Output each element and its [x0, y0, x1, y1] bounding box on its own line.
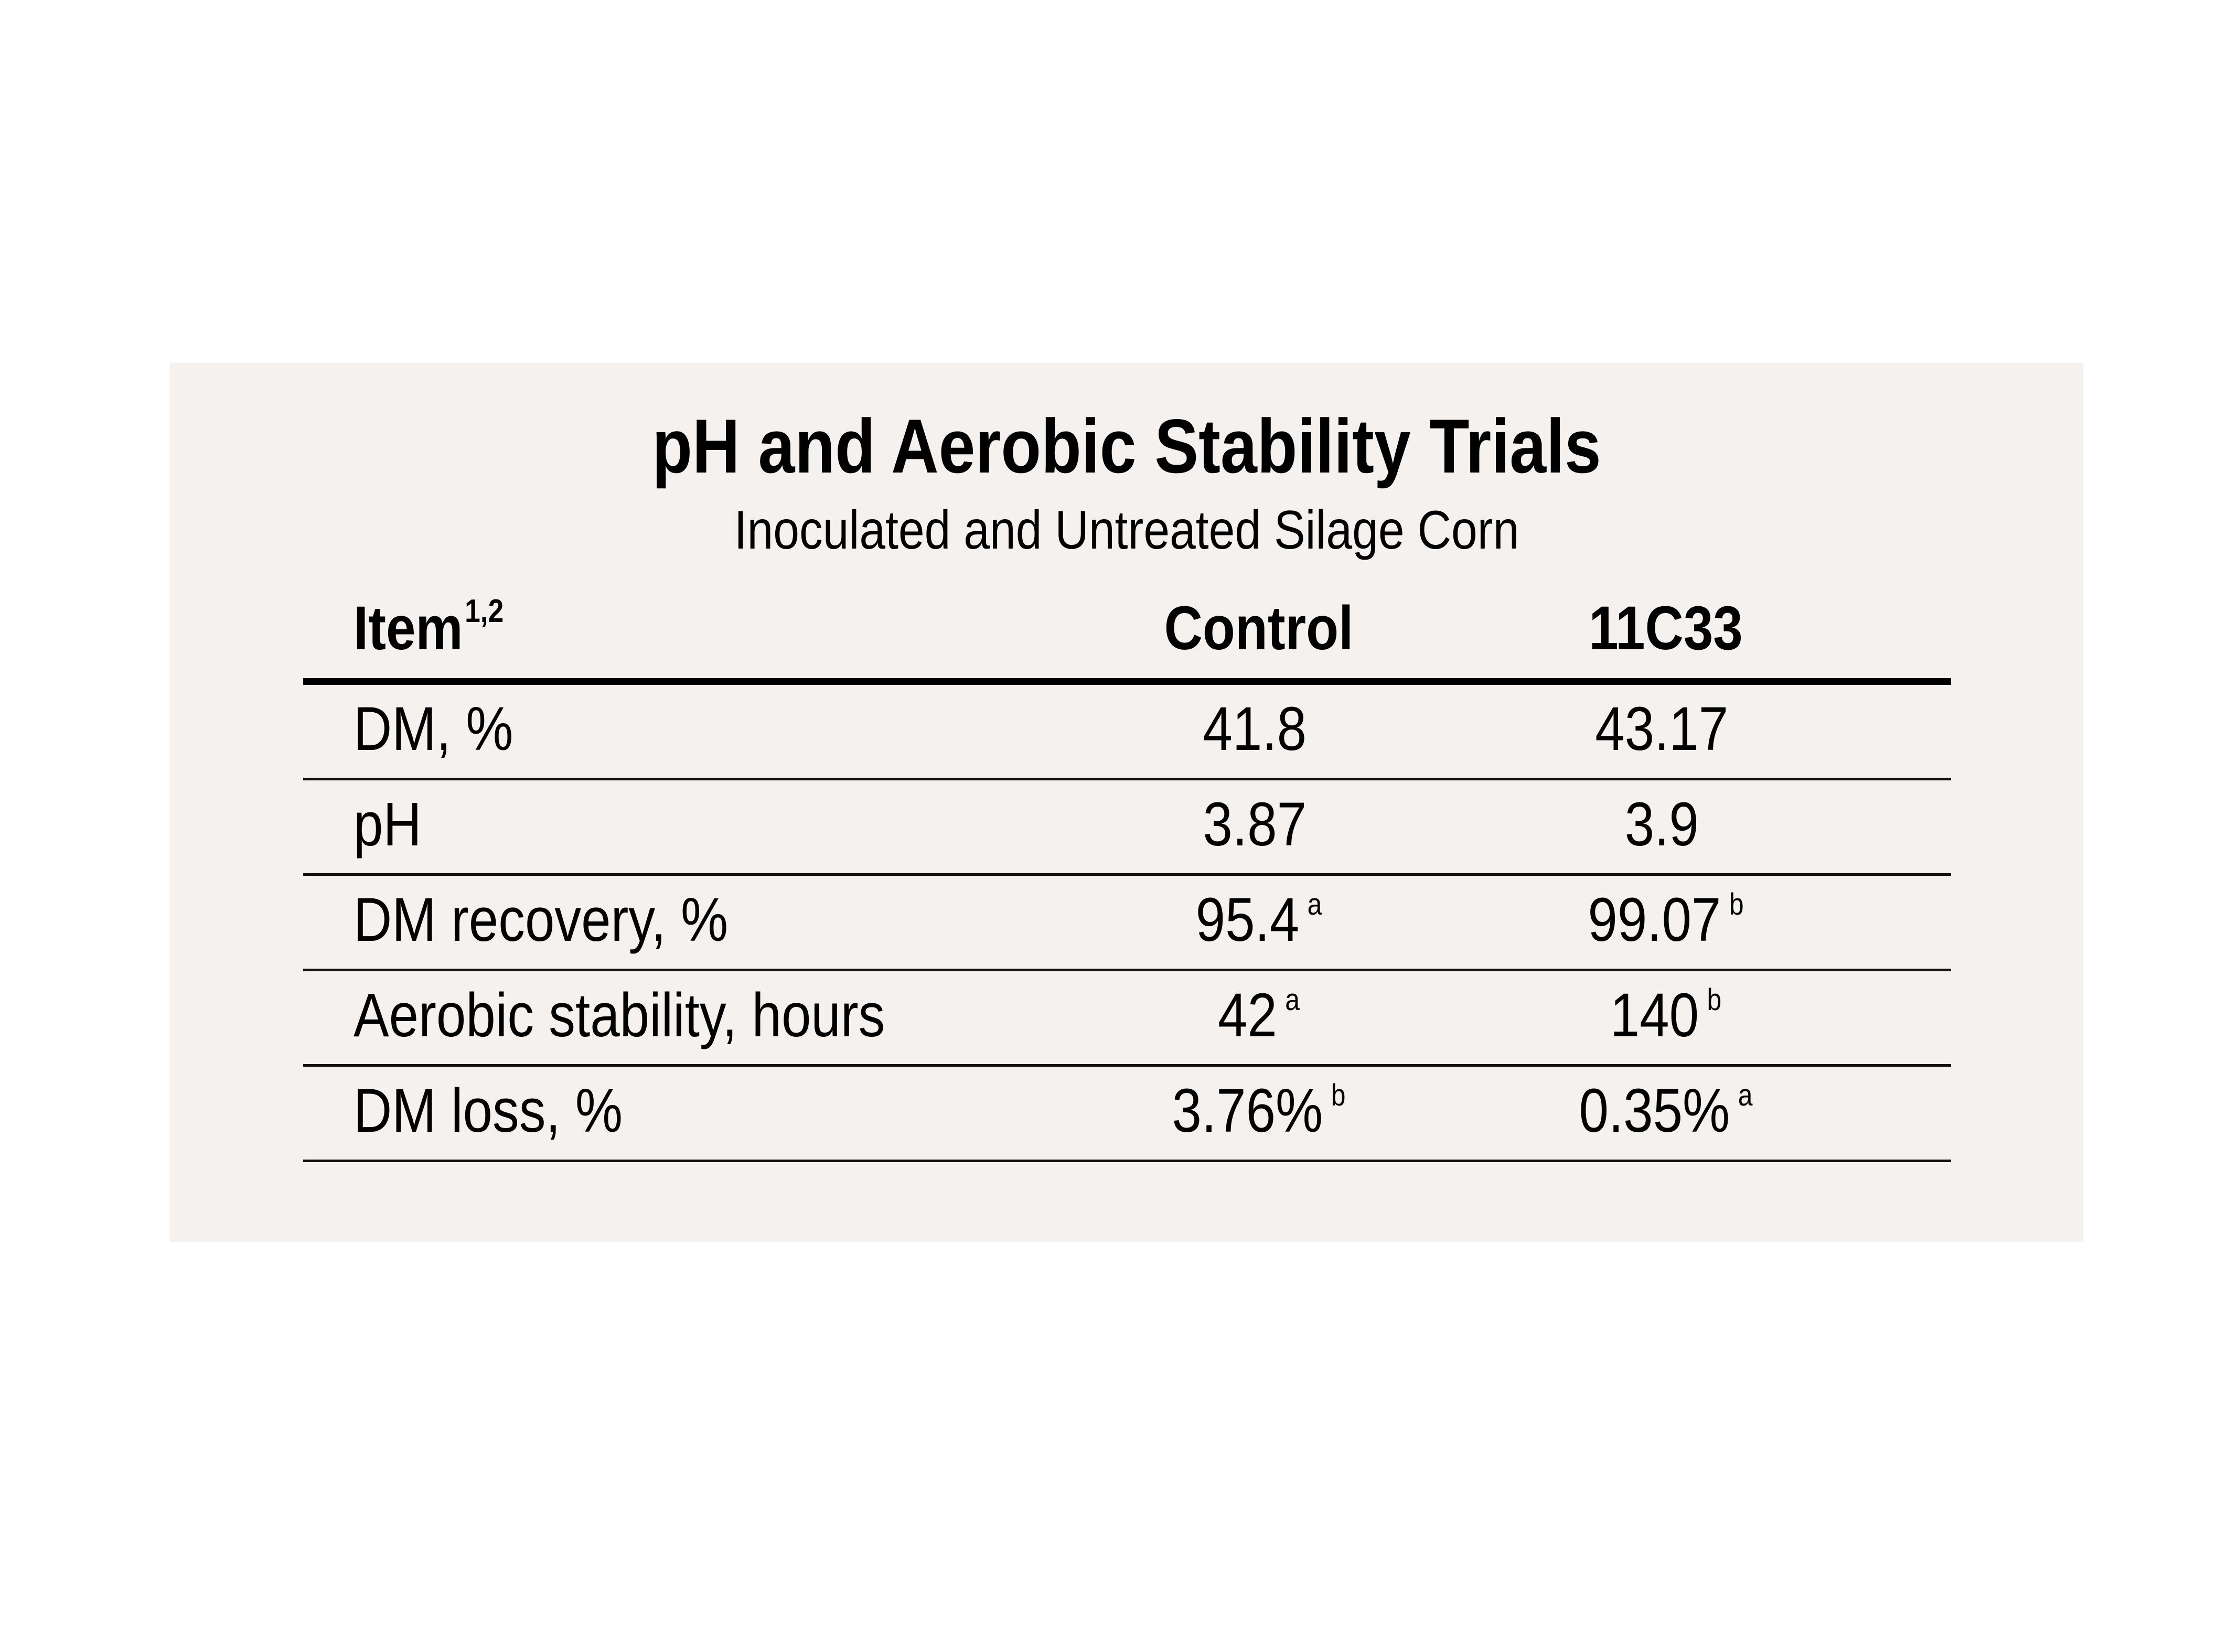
11c33-value: 43.17 [1530, 695, 1801, 763]
control-value: 41.8 [1123, 695, 1394, 763]
11c33-value-text: 0.35% [1579, 1076, 1730, 1145]
control-value-text: 41.8 [1203, 694, 1307, 764]
11c33-value-text: 140 [1610, 981, 1699, 1050]
control-significance: a [1307, 887, 1322, 921]
control-value: 3.76% b [1123, 1077, 1394, 1145]
header-item-label: Item [354, 594, 463, 663]
11c33-value-text: 43.17 [1595, 694, 1729, 764]
control-value-text: 42 [1217, 981, 1277, 1050]
control-value-text: 95.4 [1195, 885, 1300, 954]
page-title: pH and Aerobic Stability Trials [652, 403, 1601, 489]
control-value-text: 3.76% [1172, 1076, 1323, 1145]
control-significance: b [1331, 1078, 1346, 1112]
11c33-significance: a [1738, 1078, 1753, 1112]
control-value: 95.4 a [1123, 886, 1394, 954]
11c33-significance: b [1729, 887, 1744, 921]
control-significance: a [1285, 983, 1300, 1017]
11c33-value-text: 99.07 [1588, 885, 1721, 954]
row-item-label: Aerobic stability, hours [354, 981, 885, 1050]
table-row: DM loss, % 3.76% b 0.35% a [303, 1067, 1951, 1162]
control-value: 42 a [1123, 981, 1394, 1049]
page-subtitle: Inoculated and Untreated Silage Corn [734, 500, 1519, 561]
table-row: DM, % 41.8 43.17 [303, 685, 1951, 780]
header-item-footnote: 1,2 [465, 593, 504, 629]
header-control: Control [1164, 594, 1354, 663]
table-row: Aerobic stability, hours 42 a 140 b [303, 971, 1951, 1067]
11c33-value: 140 b [1530, 981, 1801, 1049]
table-row: DM recovery, % 95.4 a 99.07 b [303, 876, 1951, 971]
table-panel: pH and Aerobic Stability Trials Inoculat… [170, 362, 2083, 1242]
row-item-label: DM loss, % [354, 1076, 623, 1145]
table-header-row: Item1,2 Control 11C33 [303, 580, 1951, 685]
11c33-significance: b [1707, 983, 1722, 1017]
11c33-value: 99.07 b [1530, 886, 1801, 954]
row-item-label: DM recovery, % [354, 885, 729, 954]
11c33-value: 0.35% a [1530, 1077, 1801, 1145]
header-item: Item1,2 [354, 594, 504, 662]
results-table: Item1,2 Control 11C33 DM, % 41.8 43.17 p… [303, 580, 1951, 1162]
table-row: pH 3.87 3.9 [303, 780, 1951, 876]
control-value-text: 3.87 [1203, 790, 1307, 859]
11c33-value: 3.9 [1530, 790, 1801, 859]
row-item-label: DM, % [354, 694, 513, 764]
header-11c33: 11C33 [1589, 594, 1743, 663]
11c33-value-text: 3.9 [1624, 790, 1699, 859]
row-item-label: pH [354, 790, 422, 859]
control-value: 3.87 [1123, 790, 1394, 859]
